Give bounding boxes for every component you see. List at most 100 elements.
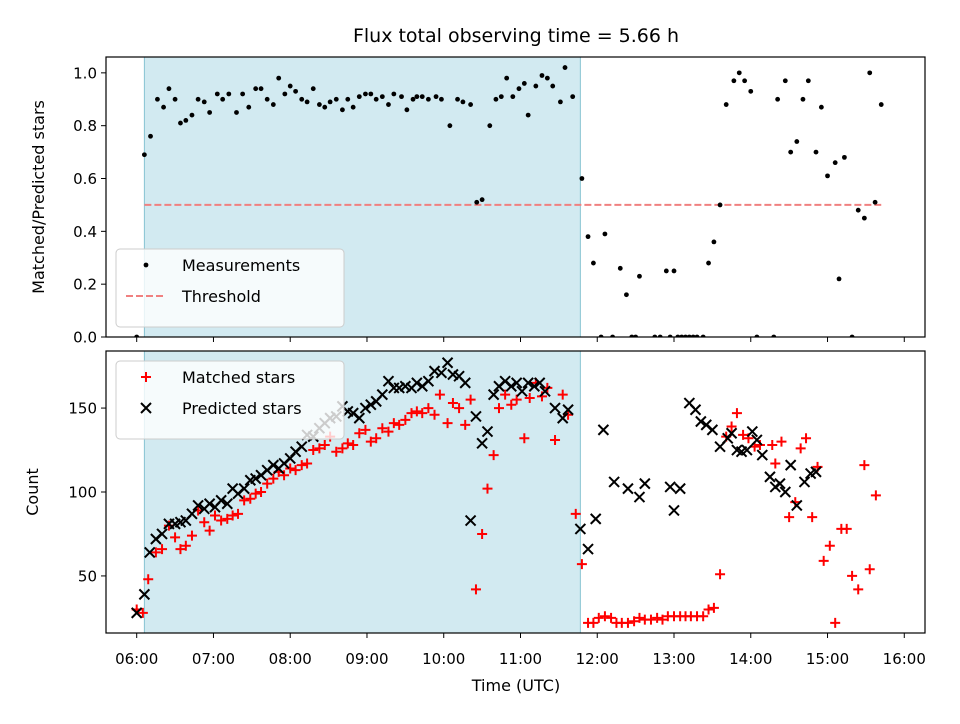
measurement-point [316, 102, 322, 107]
measurement-point [474, 199, 480, 205]
axes-frame [105, 350, 926, 634]
measurement-point [624, 292, 629, 298]
matched-point [302, 458, 313, 469]
predicted-point [779, 486, 792, 498]
measurement-point [525, 112, 531, 118]
measurement-point [195, 96, 201, 102]
matched-point [784, 512, 795, 523]
measurement-point [516, 86, 522, 92]
predicted-point [562, 404, 574, 416]
matched-point [634, 612, 645, 623]
measurement-point [855, 207, 861, 213]
matched-point [698, 611, 709, 622]
legend-box [115, 248, 345, 328]
measurement-point [404, 107, 410, 113]
predicted-point [365, 399, 377, 411]
measurement-point [782, 78, 788, 84]
predicted-point [221, 498, 233, 510]
matched-point [853, 584, 864, 595]
measurement-point [386, 102, 391, 107]
predicted-point [476, 437, 488, 450]
measurement-point [818, 104, 824, 110]
measurement-point [493, 96, 499, 102]
matched-point [570, 508, 581, 519]
predicted-point [695, 415, 707, 428]
matched-point [143, 574, 154, 585]
measurement-point [333, 96, 339, 102]
y-tick-label: 100 [68, 484, 97, 502]
matched-point [506, 399, 517, 410]
measurement-point [723, 102, 729, 107]
measurement-point [562, 65, 568, 70]
measurement-point [479, 197, 485, 203]
matched-point [222, 513, 233, 524]
x-tick-label: 15:00 [806, 650, 849, 668]
measurement-point [504, 75, 510, 81]
matched-point [715, 569, 726, 580]
predicted-point [435, 367, 448, 379]
measurement-point [439, 96, 444, 102]
x-tick-label: 09:00 [345, 650, 388, 668]
measurement-point [447, 123, 453, 129]
measurement-point [794, 139, 800, 144]
predicted-point [144, 546, 156, 559]
predicted-point [505, 380, 517, 392]
predicted-point [533, 377, 546, 389]
legend-box [115, 360, 345, 440]
matched-point [411, 406, 422, 417]
predicted-point [574, 523, 587, 535]
measurement-point [345, 96, 351, 102]
predicted-point [582, 543, 594, 555]
measurement-point [270, 102, 276, 107]
matched-point [180, 540, 191, 551]
measurement-point [637, 273, 642, 279]
measurement-point [161, 104, 166, 110]
measurement-point [558, 99, 563, 105]
matched-point [308, 445, 319, 456]
predicted-point [725, 427, 738, 439]
matched-point [645, 614, 656, 625]
measurement-point [304, 99, 310, 105]
x-axis-label: Time (UTC) [471, 676, 560, 695]
matched-point [864, 564, 875, 575]
predicted-point [249, 472, 262, 485]
matched-point [186, 530, 197, 541]
matched-point [388, 418, 399, 429]
matched-point [348, 440, 359, 450]
matched-point [331, 446, 342, 457]
matched-point [337, 443, 348, 454]
x-tick-label: 16:00 [883, 650, 926, 668]
matched-point [807, 512, 818, 523]
matched-point [406, 408, 417, 419]
upper-panel-ratio: 0.0 0.2 0.4 0.6 0.8 1.0 Matched/Predicted star… [29, 56, 926, 347]
measurement-point [539, 73, 545, 78]
legend: Measurements Threshold [115, 248, 345, 328]
predicted-point [549, 402, 561, 414]
data-points [134, 65, 884, 337]
measurement-point [711, 239, 717, 245]
measurement-point [775, 96, 781, 102]
measurement-point [617, 265, 623, 271]
measurement-point [671, 268, 677, 274]
matched-point [622, 617, 633, 628]
y-axis-label: Count [23, 468, 42, 516]
matched-point [776, 436, 787, 447]
matched-point [216, 515, 227, 526]
measurement-point [460, 99, 466, 105]
y-tick-label: 150 [68, 400, 97, 418]
predicted-point [528, 380, 541, 392]
measurement-point [399, 94, 404, 100]
predicted-point [428, 365, 441, 377]
measurement-point [293, 88, 298, 94]
axes-frame [105, 56, 926, 338]
measurement-point [340, 107, 345, 113]
matched-point [859, 460, 870, 471]
matched-point [262, 478, 273, 489]
measurement-point [602, 231, 608, 237]
legend-label: Threshold [181, 287, 261, 306]
predicted-point [590, 513, 602, 525]
measurement-point [410, 96, 416, 102]
matched-point [830, 617, 841, 628]
measurement-point [788, 149, 794, 155]
measurement-point [253, 86, 259, 92]
